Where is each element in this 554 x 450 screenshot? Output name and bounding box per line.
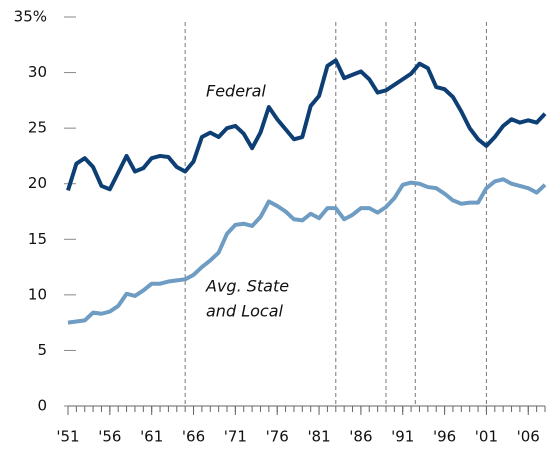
y-tick-label: 25 — [28, 119, 47, 137]
x-tick-label: '76 — [266, 428, 289, 446]
y-tick-label: 5 — [37, 341, 47, 359]
x-tick-label: '91 — [391, 428, 414, 446]
y-tick-label: 0 — [37, 397, 47, 415]
y-tick-label: 10 — [28, 285, 47, 303]
y-tick-label: 15 — [28, 230, 47, 248]
x-tick-label: '96 — [433, 428, 456, 446]
x-tick-label: '66 — [182, 428, 205, 446]
x-tick-label: '51 — [56, 428, 79, 446]
data-line — [66, 58, 547, 192]
x-tick-label: '81 — [307, 428, 330, 446]
x-tick-label: '01 — [475, 428, 498, 446]
x-tick-label: '71 — [224, 428, 247, 446]
x-tick-label: '61 — [140, 428, 163, 446]
y-tick-label: 20 — [28, 174, 47, 192]
annotation: Federal — [206, 82, 266, 101]
x-tick-label: '56 — [98, 428, 121, 446]
annotation: and Local — [206, 302, 283, 321]
y-tick-label: 35% — [14, 8, 47, 26]
data-line — [67, 177, 547, 325]
y-tick-label: 30 — [28, 63, 47, 81]
x-tick-label: '06 — [517, 428, 540, 446]
annotation: Avg. State — [205, 277, 289, 296]
x-tick-label: '86 — [349, 428, 372, 446]
